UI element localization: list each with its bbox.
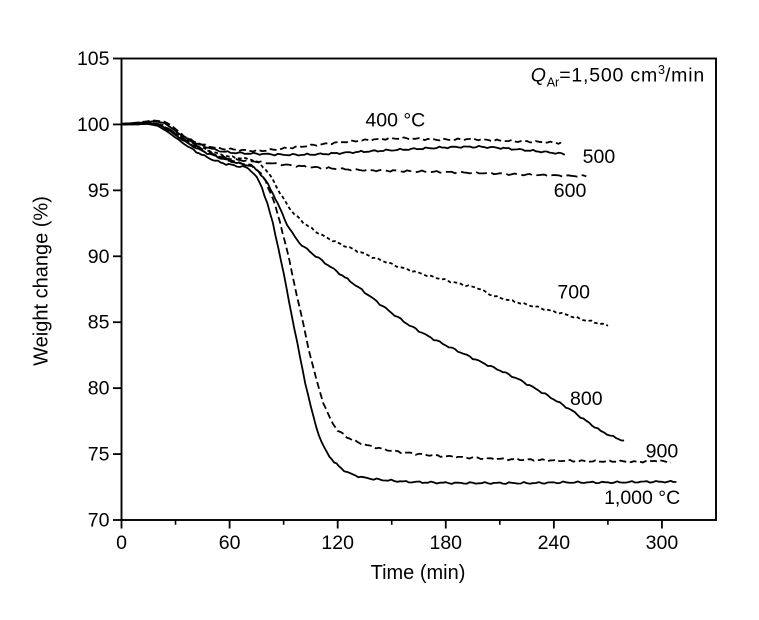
- curve-label-800c: 800: [570, 388, 603, 410]
- x-tick-label: 180: [429, 532, 462, 554]
- y-tick-label: 70: [88, 510, 110, 532]
- curve-400c: [121, 119, 562, 153]
- annotation-value: =1,500 cm: [559, 64, 658, 87]
- curve-label-700c: 700: [557, 281, 590, 303]
- curve-600c: [121, 122, 587, 178]
- curve-1000c: [121, 122, 677, 485]
- curve-label-1000c: 1,000 °C: [604, 487, 680, 509]
- x-tick-label: 240: [538, 532, 571, 554]
- x-tick-label: 60: [219, 532, 241, 554]
- y-tick-label: 75: [88, 444, 110, 466]
- curve-500c: [121, 120, 566, 157]
- plot-frame: [120, 57, 717, 521]
- annotation-quantity-symbol: Q: [530, 64, 547, 87]
- curve-label-900c: 900: [646, 440, 679, 462]
- argon-flow-annotation: QAr=1,500 cm3/min: [531, 63, 705, 89]
- y-tick-label: 85: [88, 312, 110, 334]
- curve-900c: [121, 122, 672, 464]
- y-tick-label: 105: [77, 48, 110, 70]
- x-axis-title: Time (min): [370, 562, 466, 584]
- y-tick-label: 80: [88, 378, 110, 400]
- y-tick-label: 100: [77, 114, 110, 136]
- curve-label-400c: 400 °C: [365, 109, 425, 131]
- curve-700c: [121, 122, 609, 327]
- x-tick-label: 300: [646, 532, 679, 554]
- curve-label-600c: 600: [554, 180, 587, 202]
- annotation-subscript: Ar: [546, 75, 560, 90]
- x-tick-label: 120: [321, 532, 354, 554]
- curve-label-500c: 500: [583, 146, 616, 168]
- y-tick-label: 90: [88, 246, 110, 268]
- y-tick-label: 95: [88, 180, 110, 202]
- x-tick-label: 0: [116, 532, 127, 554]
- annotation-unit: /min: [664, 64, 705, 87]
- annotation-superscript: 3: [658, 63, 665, 77]
